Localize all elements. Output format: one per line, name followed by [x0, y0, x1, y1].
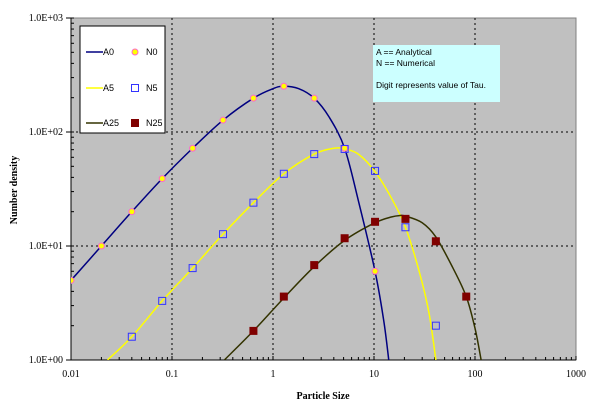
x-tick-label: 1 — [271, 369, 276, 380]
marker-circle — [128, 208, 136, 216]
marker-circle — [249, 94, 257, 102]
x-tick-label: 100 — [468, 369, 483, 380]
marker-square — [158, 296, 167, 305]
marker-square — [127, 332, 136, 341]
marker-circle — [131, 48, 139, 56]
marker-circle — [97, 242, 105, 250]
x-tick-label: 0.01 — [62, 369, 80, 380]
legend-label-n0: N0 — [146, 47, 158, 57]
series-markers-n25 — [249, 214, 471, 335]
marker-square — [131, 84, 139, 92]
legend: A0 N0 A5 N5 A25 N25 — [79, 25, 166, 134]
y-tick-label: 1.0E+02 — [29, 127, 63, 138]
y-tick-label: 1.0E+03 — [29, 13, 63, 24]
series-markers-n0 — [71, 82, 379, 284]
legend-box — [79, 25, 166, 134]
marker-square — [340, 144, 349, 153]
y-tick-label: 1.0E+00 — [29, 355, 63, 366]
annotation-box: A == Analytical N == Numerical Digit rep… — [373, 45, 500, 102]
legend-label-a25: A25 — [103, 118, 119, 128]
marker-square-filled — [462, 292, 471, 301]
marker-square — [371, 166, 380, 175]
marker-square-filled — [401, 214, 410, 223]
series-line-a25 — [223, 214, 482, 360]
marker-square — [431, 321, 440, 330]
x-axis-title: Particle Size — [296, 391, 350, 402]
marker-square-filled — [371, 217, 380, 226]
legend-label-n5: N5 — [146, 83, 158, 93]
marker-circle — [280, 82, 288, 90]
marker-circle — [71, 276, 75, 284]
marker-circle — [189, 144, 197, 152]
marker-circle — [371, 267, 379, 275]
marker-square-filled — [249, 326, 258, 335]
marker-square-filled — [131, 119, 139, 127]
marker-square — [249, 198, 258, 207]
marker-square — [219, 230, 228, 239]
y-axis-title: Number density — [9, 156, 20, 224]
marker-square — [188, 264, 197, 273]
axes: 0.01 0.1 1 10 100 1000 1.0E+00 1.0E+01 1.0E+02 1.… — [29, 13, 586, 380]
marker-square — [401, 223, 410, 232]
annotation-line-numerical: N == Numerical — [376, 58, 436, 68]
legend-label-a5: A5 — [103, 83, 114, 93]
annotation-line-analytical: A == Analytical — [376, 47, 432, 57]
marker-square — [279, 169, 288, 178]
marker-circle — [310, 94, 318, 102]
marker-circle — [219, 116, 227, 124]
marker-square-filled — [279, 292, 288, 301]
annotation-line-tau: Digit represents value of Tau. — [376, 80, 486, 90]
x-tick-label: 0.1 — [166, 369, 179, 380]
x-tick-label: 1000 — [566, 369, 586, 380]
marker-square-filled — [340, 234, 349, 243]
legend-label-n25: N25 — [146, 118, 163, 128]
series-line-a5 — [107, 147, 437, 360]
series-layer — [71, 82, 482, 360]
marker-square-filled — [310, 261, 319, 270]
y-tick-label: 1.0E+01 — [29, 241, 63, 252]
marker-square-filled — [431, 237, 440, 246]
series-markers-n5 — [127, 144, 440, 341]
marker-circle — [341, 144, 349, 152]
marker-circle — [158, 175, 166, 183]
x-tick-label: 10 — [369, 369, 379, 380]
marker-square — [310, 150, 319, 159]
legend-label-a0: A0 — [103, 47, 114, 57]
